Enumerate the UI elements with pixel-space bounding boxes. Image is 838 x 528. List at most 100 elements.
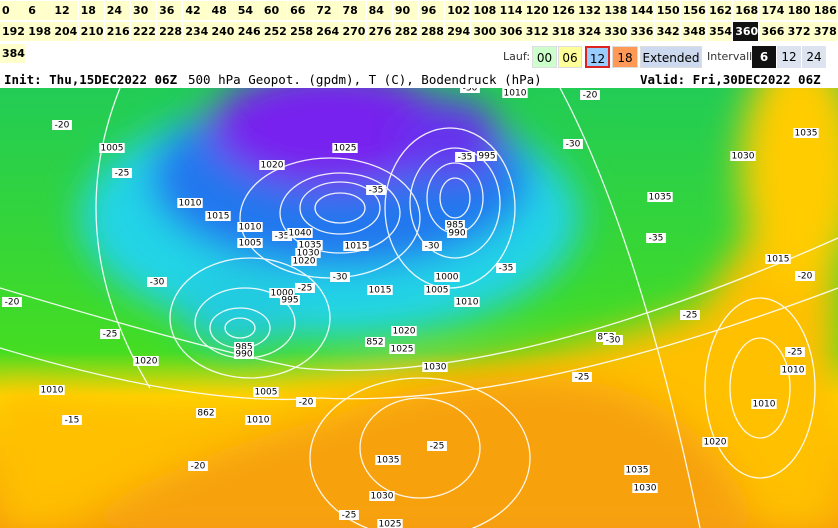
hour-button[interactable]: 132 [576,1,602,20]
hour-button[interactable]: 324 [576,22,602,41]
hour-button[interactable]: 156 [680,1,707,20]
hour-button[interactable]: 6 [26,1,52,20]
hour-button[interactable]: 36 [157,1,183,20]
label-box [375,455,401,465]
hour-button[interactable]: 378 [811,22,837,41]
label-text: 1035 [626,466,649,476]
contour-label: -35 [455,152,475,163]
contour-label: 852 [365,337,385,348]
hour-button[interactable]: 168 [733,1,759,20]
label-box [427,441,447,451]
hour-button[interactable]: 180 [785,1,811,20]
hour-button[interactable]: 270 [340,22,366,41]
label-text: -15 [65,416,80,426]
hour-button[interactable]: 240 [209,22,235,41]
interval-button[interactable]: 24 [802,46,826,68]
hour-button[interactable]: 336 [628,22,654,41]
label-box [339,510,359,520]
contour-label: -30 [460,88,480,94]
hour-button[interactable]: 306 [497,22,523,41]
contour-label: 1010 [177,198,203,209]
label-text: 1020 [393,327,416,337]
label-box [133,356,159,366]
label-box [580,90,600,100]
hour-button[interactable]: 114 [497,1,523,20]
hour-button[interactable]: 102 [445,1,471,20]
label-box [455,152,475,162]
hour-button[interactable]: 192 [0,22,26,41]
label-text: 1000 [271,289,294,299]
hour-button[interactable]: 258 [288,22,314,41]
label-box [477,151,497,161]
hour-button[interactable]: 138 [602,1,628,20]
hour-button[interactable]: 216 [104,22,130,41]
hour-button[interactable]: 126 [549,1,576,20]
hour-button[interactable]: 360 [733,22,759,41]
run-button[interactable]: 06 [558,46,582,68]
hour-button[interactable]: 234 [183,22,209,41]
hour-button[interactable]: 60 [261,1,288,20]
run-button[interactable]: Extended [640,46,702,68]
hour-button[interactable]: 282 [392,22,418,41]
hour-button[interactable]: 312 [523,22,549,41]
hour-button[interactable]: 78 [340,1,366,20]
hour-button[interactable]: 384 [0,44,26,63]
hour-button[interactable]: 12 [52,1,78,20]
hour-button[interactable]: 48 [209,1,235,20]
run-button[interactable]: 00 [532,46,557,68]
hour-button[interactable]: 246 [235,22,261,41]
hour-button[interactable]: 276 [366,22,392,41]
hour-button[interactable]: 342 [654,22,680,41]
hour-button[interactable]: 318 [549,22,576,41]
hour-button[interactable]: 30 [130,1,157,20]
contour-label: 1000 [269,288,295,299]
hour-button[interactable]: 174 [759,1,785,20]
hour-button[interactable]: 144 [628,1,654,20]
interval-button[interactable]: 6 [752,46,776,68]
run-button[interactable]: 12 [585,46,610,68]
hour-button[interactable]: 264 [314,22,340,41]
hour-button[interactable]: 96 [419,1,445,20]
hour-button[interactable]: 294 [445,22,471,41]
hour-button[interactable]: 186 [811,1,837,20]
hour-button[interactable]: 348 [680,22,707,41]
label-box [795,271,815,281]
hour-button[interactable]: 150 [654,1,680,20]
hour-button[interactable]: 42 [183,1,209,20]
hour-button[interactable]: 228 [157,22,183,41]
label-text: -30 [425,242,440,252]
hour-button[interactable]: 162 [707,1,733,20]
hour-button[interactable]: 84 [366,1,392,20]
contour-label: 1020 [259,160,285,171]
hour-button[interactable]: 54 [235,1,261,20]
hour-button[interactable]: 330 [602,22,628,41]
interval-button[interactable]: 12 [777,46,801,68]
label-text: -20 [55,121,70,131]
hour-button[interactable]: 72 [314,1,340,20]
hour-button[interactable]: 288 [419,22,445,41]
contour-label: -15 [62,415,82,426]
label-box [269,288,295,298]
label-text: -30 [150,278,165,288]
hour-button[interactable]: 66 [288,1,314,20]
hour-button[interactable]: 18 [78,1,104,20]
hour-button[interactable]: 198 [26,22,52,41]
hour-button[interactable]: 300 [471,22,497,41]
label-box [280,295,300,305]
hour-button[interactable]: 90 [392,1,418,20]
hour-button[interactable]: 0 [0,1,26,20]
hour-button[interactable]: 366 [759,22,785,41]
hour-button[interactable]: 24 [104,1,130,20]
run-button[interactable]: 18 [612,46,638,68]
hour-button[interactable]: 108 [471,1,497,20]
hour-button[interactable]: 252 [261,22,288,41]
contour-label: 1000 [434,272,460,283]
hour-button[interactable]: 354 [707,22,733,41]
label-text: -20 [583,91,598,101]
label-text: 1010 [247,416,270,426]
hour-button[interactable]: 204 [52,22,78,41]
hour-button[interactable]: 210 [78,22,104,41]
hour-button[interactable]: 120 [523,1,549,20]
hour-button[interactable]: 372 [785,22,811,41]
hour-button[interactable]: 222 [130,22,157,41]
